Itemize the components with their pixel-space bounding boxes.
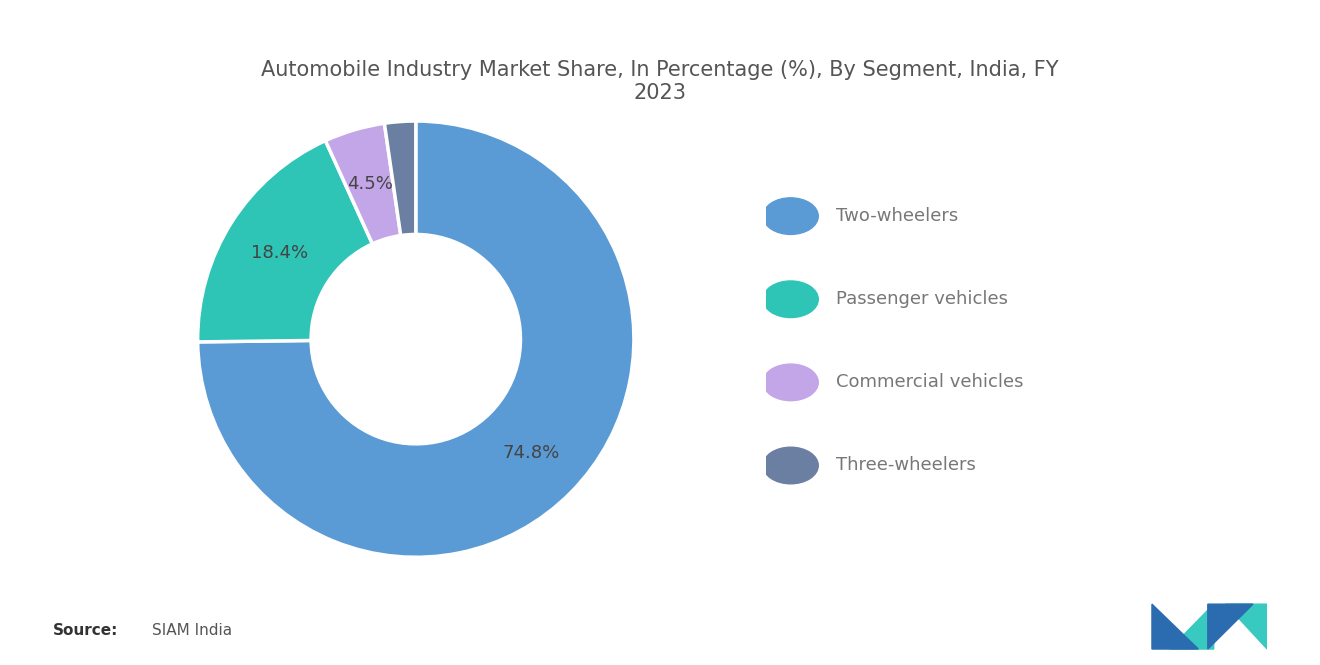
Text: Automobile Industry Market Share, In Percentage (%), By Segment, India, FY
2023: Automobile Industry Market Share, In Per… [261,60,1059,103]
Wedge shape [198,121,634,557]
Wedge shape [326,123,401,244]
Text: Source:: Source: [53,623,119,638]
Circle shape [763,364,818,400]
Circle shape [763,198,818,235]
Polygon shape [1226,604,1267,649]
Text: 74.8%: 74.8% [502,444,560,462]
Wedge shape [384,121,416,235]
Polygon shape [1152,604,1199,649]
Text: Two-wheelers: Two-wheelers [836,207,958,225]
Text: Commercial vehicles: Commercial vehicles [836,373,1023,392]
Text: SIAM India: SIAM India [152,623,232,638]
Polygon shape [1170,604,1214,649]
Circle shape [763,447,818,484]
Text: Three-wheelers: Three-wheelers [836,456,975,475]
Text: 18.4%: 18.4% [251,243,308,261]
Text: 4.5%: 4.5% [347,176,393,194]
Text: Passenger vehicles: Passenger vehicles [836,290,1008,309]
Circle shape [763,281,818,318]
Polygon shape [1208,604,1253,649]
Wedge shape [198,140,372,342]
